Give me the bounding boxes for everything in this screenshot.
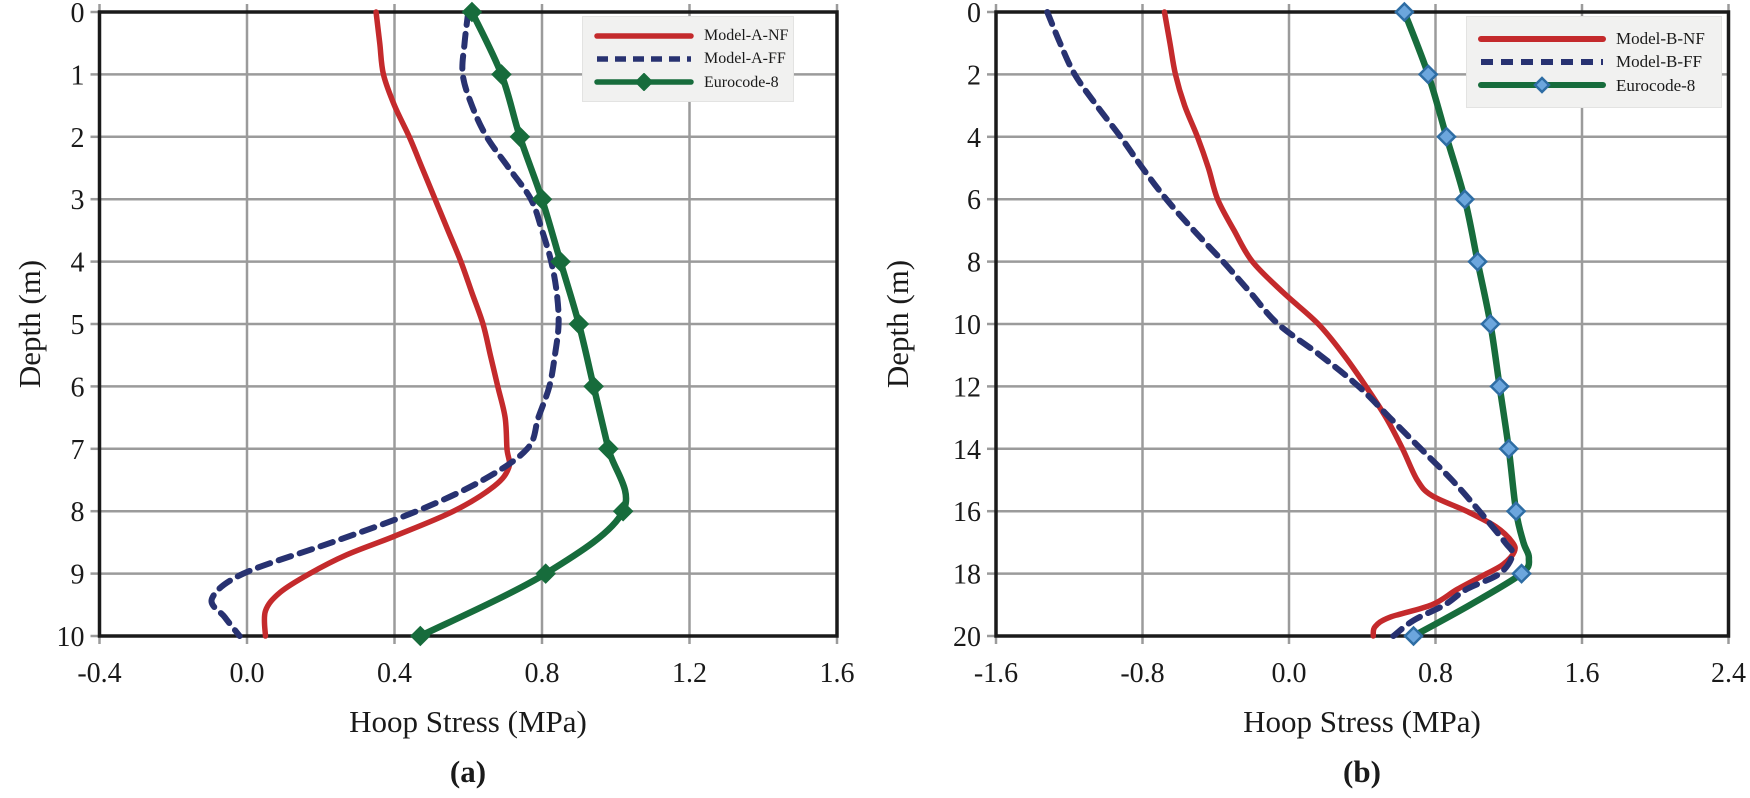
legend-item-model-a-ff: Model-A-FF [593, 50, 786, 67]
svg-text:5: 5 [71, 310, 85, 341]
svg-text:2: 2 [71, 123, 85, 154]
chart-a: -0.4 0.0 0.4 0.8 1.2 1.6 0 1 2 3 4 5 6 7 8 9 10 [57, 0, 855, 689]
svg-text:2: 2 [967, 60, 981, 91]
svg-text:-1.6: -1.6 [974, 658, 1018, 689]
svg-text:-0.8: -0.8 [1120, 658, 1164, 689]
svg-text:0.8: 0.8 [1418, 658, 1453, 689]
chart-b-y-axis-title: Depth (m) [880, 259, 915, 389]
chart-b-x-axis-title: Hoop Stress (MPa) [1243, 704, 1481, 739]
svg-text:6: 6 [71, 372, 85, 403]
chart-a-caption: (a) [449, 754, 487, 789]
chart-b-legend: Model-B-NF Model-B-FF Eurocode-8 [1466, 16, 1722, 108]
svg-text:0.8: 0.8 [525, 658, 560, 689]
svg-text:12: 12 [953, 372, 981, 403]
svg-text:1: 1 [71, 60, 85, 91]
diamond-marker-line-sample-icon [594, 73, 694, 91]
svg-text:20: 20 [953, 622, 981, 653]
svg-text:0: 0 [967, 0, 981, 29]
svg-text:6: 6 [967, 185, 981, 216]
dashed-line-sample-icon [1481, 58, 1603, 65]
legend-item-eurocode8: Eurocode-8 [593, 73, 783, 91]
legend-item-model-b-ff: Model-B-FF [1477, 53, 1711, 70]
svg-text:0.4: 0.4 [377, 658, 412, 689]
svg-text:0.0: 0.0 [1272, 658, 1307, 689]
chart-a-y-axis-title: Depth (m) [12, 259, 47, 389]
svg-text:-0.4: -0.4 [77, 658, 121, 689]
svg-text:16: 16 [953, 497, 981, 528]
legend-item-eurocode8: Eurocode-8 [1477, 76, 1711, 94]
solid-line-sample-icon [594, 32, 694, 39]
svg-text:8: 8 [71, 497, 85, 528]
legend-label: Model-A-NF [704, 27, 789, 44]
legend-label: Eurocode-8 [1616, 75, 1696, 95]
dashed-line-sample-icon [597, 55, 691, 62]
svg-text:1.6: 1.6 [1565, 658, 1600, 689]
svg-text:0: 0 [71, 0, 85, 29]
diamond-marker-line-sample-icon [1478, 76, 1606, 94]
chart-b: -1.6 -0.8 0.0 0.8 1.6 2.4 0 2 4 6 8 10 12 14 16 18 20 [953, 0, 1746, 689]
chart-a-x-axis-title: Hoop Stress (MPa) [349, 704, 587, 739]
svg-text:1.6: 1.6 [820, 658, 855, 689]
svg-text:14: 14 [953, 435, 981, 466]
svg-text:18: 18 [953, 560, 981, 591]
svg-text:4: 4 [71, 248, 85, 279]
svg-text:8: 8 [967, 248, 981, 279]
legend-label: Model-B-NF [1616, 29, 1705, 48]
chart-b-caption: (b) [1343, 754, 1381, 789]
svg-text:4: 4 [967, 123, 981, 154]
solid-line-sample-icon [1478, 35, 1606, 42]
svg-text:10: 10 [953, 310, 981, 341]
legend-item-model-b-nf: Model-B-NF [1477, 30, 1711, 47]
svg-text:1.2: 1.2 [672, 658, 707, 689]
legend-label: Eurocode-8 [704, 73, 779, 91]
svg-text:7: 7 [71, 435, 85, 466]
svg-text:2.4: 2.4 [1711, 658, 1746, 689]
legend-label: Model-A-FF [704, 50, 786, 67]
svg-text:9: 9 [71, 560, 85, 591]
svg-text:3: 3 [71, 185, 85, 216]
chart-a-legend: Model-A-NF Model-A-FF Eurocode-8 [582, 16, 794, 102]
svg-text:0.0: 0.0 [230, 658, 265, 689]
svg-text:10: 10 [57, 622, 85, 653]
legend-label: Model-B-FF [1616, 52, 1702, 71]
legend-item-model-a-nf: Model-A-NF [593, 27, 788, 44]
